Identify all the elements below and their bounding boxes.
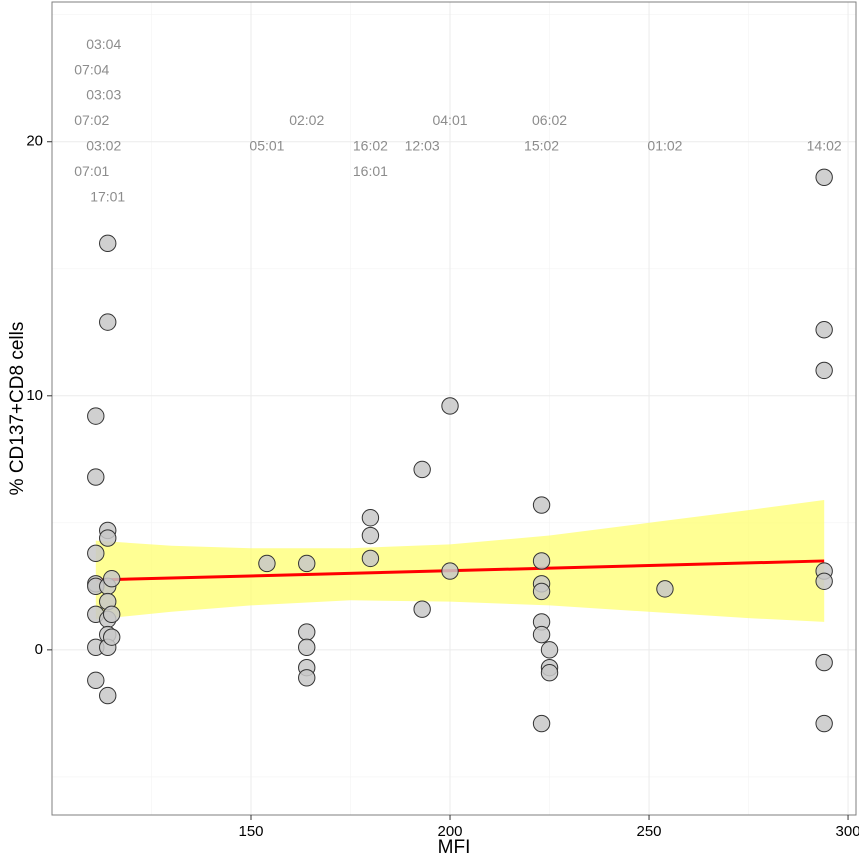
data-point bbox=[103, 605, 121, 623]
data-point bbox=[87, 468, 105, 486]
data-point bbox=[87, 671, 105, 690]
data-point bbox=[87, 407, 105, 425]
point-annotation: 05:01 bbox=[249, 138, 284, 154]
data-point bbox=[103, 628, 121, 646]
data-point bbox=[656, 580, 674, 598]
data-point bbox=[361, 509, 380, 527]
data-point bbox=[99, 234, 117, 253]
data-point bbox=[298, 669, 316, 687]
data-point bbox=[413, 460, 431, 479]
point-annotation: 04:01 bbox=[432, 112, 467, 128]
data-point bbox=[258, 554, 276, 573]
point-annotation: 14:02 bbox=[807, 138, 842, 154]
data-point bbox=[99, 313, 117, 331]
y-tick-label: 10 bbox=[26, 387, 43, 404]
y-tick-label: 20 bbox=[26, 133, 43, 150]
data-point bbox=[361, 526, 380, 545]
data-point bbox=[361, 549, 380, 568]
point-annotation: 03:04 bbox=[86, 36, 121, 52]
data-point bbox=[815, 168, 833, 187]
data-point bbox=[298, 638, 316, 657]
plot-frame bbox=[51, 1, 857, 816]
annotation-layer: 03:04 07:04 03:03 07:02 03:02 07:01 17:01 05:01… bbox=[74, 36, 842, 204]
data-point bbox=[413, 600, 431, 618]
points-layer bbox=[87, 168, 833, 733]
data-point bbox=[815, 321, 833, 339]
regression-line bbox=[95, 559, 825, 582]
x-axis-title: MFI bbox=[438, 837, 471, 858]
data-point bbox=[103, 570, 121, 588]
point-annotation: 07:01 bbox=[74, 163, 109, 179]
data-point bbox=[540, 664, 559, 682]
y-axis-title: % CD137+CD8 cells bbox=[7, 322, 28, 496]
data-point bbox=[441, 562, 459, 580]
grid-layer bbox=[52, 2, 856, 815]
point-annotation: 06:02 bbox=[532, 112, 567, 128]
data-point bbox=[99, 686, 117, 705]
point-annotation: 15:02 bbox=[524, 138, 559, 154]
data-point bbox=[532, 625, 551, 644]
data-point bbox=[298, 554, 316, 573]
fit-line-layer bbox=[95, 559, 825, 582]
data-point bbox=[815, 714, 833, 733]
point-annotation: 17:01 bbox=[90, 188, 125, 204]
point-annotation: 02:02 bbox=[289, 112, 324, 128]
confidence-band bbox=[95, 500, 825, 622]
x-tick-label: 300 bbox=[836, 823, 859, 840]
point-annotation: 03:02 bbox=[86, 138, 121, 154]
point-annotation: 03:03 bbox=[86, 87, 121, 103]
data-point bbox=[532, 552, 551, 570]
data-point bbox=[532, 582, 551, 601]
point-annotation: 12:03 bbox=[405, 138, 440, 154]
point-annotation: 07:02 bbox=[74, 112, 109, 128]
data-point bbox=[99, 529, 117, 547]
data-point bbox=[441, 397, 459, 415]
data-point bbox=[540, 641, 559, 659]
y-tick-label: 0 bbox=[35, 641, 43, 658]
data-point bbox=[532, 714, 551, 733]
x-axis-ticks: 150 200 250 300 bbox=[238, 815, 859, 840]
x-tick-label: 250 bbox=[637, 823, 662, 840]
point-annotation: 01:02 bbox=[647, 138, 682, 154]
data-point bbox=[815, 361, 833, 380]
point-annotation: 16:02 bbox=[353, 138, 388, 154]
data-point bbox=[815, 653, 833, 672]
point-annotation: 07:04 bbox=[74, 61, 109, 77]
data-point bbox=[87, 544, 105, 563]
confidence-band-layer bbox=[95, 500, 825, 622]
data-point bbox=[815, 572, 833, 590]
data-point bbox=[532, 496, 551, 514]
x-tick-label: 200 bbox=[438, 823, 463, 840]
y-axis-ticks: 0 10 20 bbox=[26, 133, 52, 658]
data-point bbox=[298, 623, 316, 641]
point-annotation: 16:01 bbox=[353, 163, 388, 179]
x-tick-label: 150 bbox=[238, 823, 263, 840]
